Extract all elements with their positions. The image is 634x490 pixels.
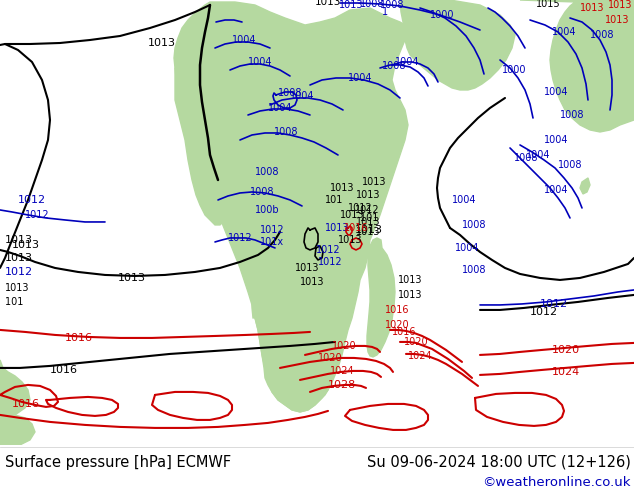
Text: 1: 1: [382, 7, 388, 17]
Text: 1013: 1013: [118, 273, 146, 283]
Text: 1013: 1013: [398, 290, 422, 300]
Text: 1004: 1004: [544, 87, 569, 97]
Text: 1013: 1013: [605, 15, 630, 25]
Text: 1008: 1008: [462, 220, 486, 230]
Text: 1004: 1004: [452, 195, 477, 205]
Text: 1012: 1012: [228, 233, 252, 243]
Text: 1000: 1000: [430, 10, 455, 20]
Text: 1013: 1013: [5, 283, 30, 293]
Text: 1004: 1004: [526, 150, 550, 160]
Text: 1008: 1008: [590, 30, 614, 40]
Text: 1013: 1013: [148, 38, 176, 48]
Text: 1012: 1012: [348, 203, 373, 213]
Text: 1016: 1016: [344, 223, 368, 233]
Text: 1013: 1013: [608, 0, 633, 10]
Text: 1008: 1008: [274, 127, 299, 137]
Text: 1013: 1013: [356, 190, 380, 200]
Text: 1013: 1013: [355, 225, 383, 235]
Text: ©weatheronline.co.uk: ©weatheronline.co.uk: [482, 476, 631, 490]
Text: 1024: 1024: [408, 351, 432, 361]
Text: 1016: 1016: [65, 333, 93, 343]
Text: 1013: 1013: [330, 183, 354, 193]
Text: 1012: 1012: [25, 210, 49, 220]
Text: 1004: 1004: [552, 27, 576, 37]
Polygon shape: [0, 415, 35, 445]
Text: 1008: 1008: [514, 153, 538, 163]
Text: 100b: 100b: [255, 205, 280, 215]
Text: 1024: 1024: [330, 366, 354, 376]
Polygon shape: [580, 178, 590, 194]
Text: 1000: 1000: [502, 65, 526, 75]
Text: 101: 101: [5, 297, 27, 307]
Text: 1013: 1013: [5, 235, 33, 245]
Polygon shape: [367, 238, 395, 357]
Text: 1016: 1016: [392, 327, 417, 337]
Text: 1004: 1004: [290, 91, 314, 101]
Text: 101: 101: [325, 195, 344, 205]
Text: 1028: 1028: [328, 380, 356, 390]
Text: 1020: 1020: [318, 353, 342, 363]
Text: 1020: 1020: [404, 337, 429, 347]
Text: 1008: 1008: [558, 160, 583, 170]
Text: 1008: 1008: [380, 0, 404, 10]
Polygon shape: [252, 252, 334, 412]
Text: 1004: 1004: [544, 135, 569, 145]
Text: 1012: 1012: [355, 205, 380, 215]
Text: 1013: 1013: [398, 275, 422, 285]
Text: 1008: 1008: [462, 265, 486, 275]
Text: 1012: 1012: [318, 257, 342, 267]
Text: 1020: 1020: [332, 341, 356, 351]
Text: 1013: 1013: [5, 253, 33, 263]
Text: Surface pressure [hPa] ECMWF: Surface pressure [hPa] ECMWF: [5, 455, 231, 469]
Text: 1004: 1004: [544, 185, 569, 195]
Text: 1013: 1013: [339, 0, 363, 10]
Text: 1013: 1013: [12, 240, 40, 250]
Polygon shape: [0, 360, 30, 420]
Text: 1008: 1008: [382, 61, 406, 71]
Polygon shape: [400, 0, 515, 90]
Polygon shape: [174, 2, 408, 412]
Text: 1004: 1004: [395, 57, 420, 67]
Text: 1013: 1013: [356, 227, 380, 237]
Text: 1013: 1013: [295, 263, 320, 273]
Text: 1012: 1012: [540, 299, 568, 309]
Text: 1012: 1012: [316, 245, 340, 255]
Text: 1008: 1008: [255, 167, 280, 177]
Text: 1004: 1004: [232, 35, 257, 45]
Text: 1013: 1013: [340, 210, 365, 220]
Text: 1015: 1015: [536, 0, 560, 9]
Text: 1020: 1020: [385, 320, 410, 330]
Text: 101x: 101x: [260, 237, 284, 247]
Text: 1013: 1013: [325, 223, 349, 233]
Text: 1016: 1016: [12, 399, 40, 409]
Text: 1013: 1013: [356, 217, 380, 227]
Text: 1008: 1008: [360, 0, 384, 9]
Text: 1013: 1013: [300, 277, 325, 287]
Text: 1016: 1016: [385, 305, 410, 315]
Polygon shape: [520, 0, 634, 132]
Text: 1012: 1012: [260, 225, 285, 235]
Text: 1008: 1008: [560, 110, 585, 120]
Text: 1004: 1004: [348, 73, 373, 83]
Text: 1008: 1008: [278, 88, 302, 98]
Text: 1012: 1012: [530, 307, 558, 317]
Text: 1013: 1013: [315, 0, 341, 7]
Text: 1013: 1013: [580, 3, 604, 13]
Text: 1024: 1024: [552, 367, 580, 377]
Text: 1013: 1013: [338, 235, 363, 245]
Text: 1004: 1004: [268, 103, 292, 113]
Text: 1004: 1004: [455, 243, 479, 253]
Polygon shape: [175, 68, 244, 225]
Text: Su 09-06-2024 18:00 UTC (12+126): Su 09-06-2024 18:00 UTC (12+126): [367, 455, 631, 469]
Text: 1016: 1016: [50, 365, 78, 375]
Text: 1020: 1020: [552, 345, 580, 355]
Text: 1004: 1004: [248, 57, 273, 67]
Text: 1012: 1012: [18, 195, 46, 205]
Text: 101: 101: [360, 213, 382, 223]
Text: 1013: 1013: [362, 177, 387, 187]
Text: 1008: 1008: [250, 187, 275, 197]
Text: 1012: 1012: [5, 267, 33, 277]
